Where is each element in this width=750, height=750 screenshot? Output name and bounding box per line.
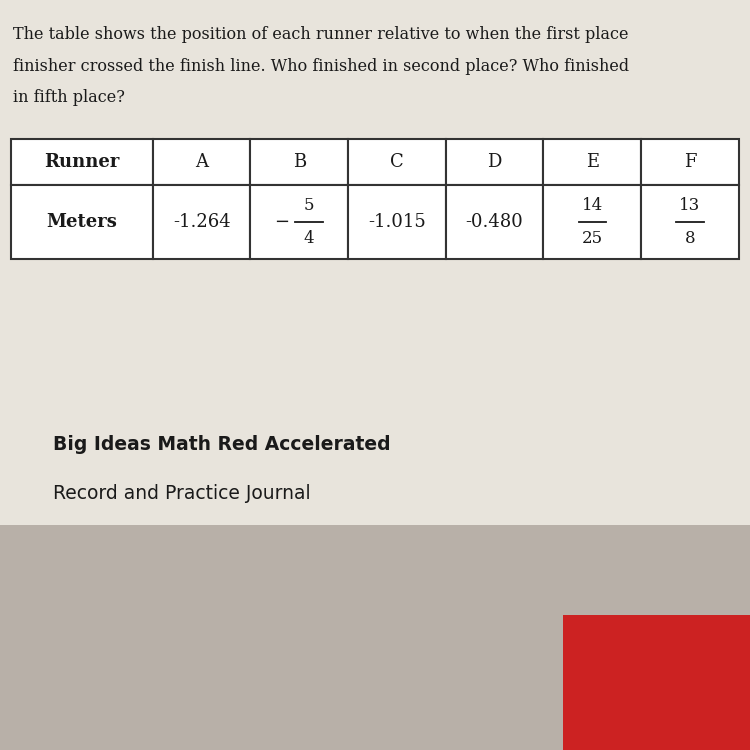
- Text: Record and Practice Journal: Record and Practice Journal: [53, 484, 310, 502]
- Bar: [348, 185, 445, 259]
- Bar: [153, 185, 251, 259]
- Text: 4: 4: [304, 230, 314, 247]
- Text: E: E: [586, 153, 598, 171]
- Bar: [446, 139, 544, 185]
- Bar: [251, 139, 348, 185]
- Text: Runner: Runner: [44, 153, 120, 171]
- Bar: [11, 185, 153, 259]
- Text: −: −: [274, 213, 290, 231]
- Bar: [11, 139, 153, 185]
- Text: finisher crossed the finish line. Who finished in second place? Who finished: finisher crossed the finish line. Who fi…: [13, 58, 630, 75]
- FancyBboxPatch shape: [0, 0, 750, 525]
- Text: The table shows the position of each runner relative to when the first place: The table shows the position of each run…: [13, 26, 629, 44]
- Text: Big Ideas Math Red Accelerated: Big Ideas Math Red Accelerated: [53, 435, 390, 454]
- Text: F: F: [684, 153, 696, 171]
- Text: C: C: [390, 153, 404, 171]
- Text: -1.264: -1.264: [172, 213, 230, 231]
- Bar: [641, 139, 739, 185]
- Text: -0.480: -0.480: [466, 213, 524, 231]
- Bar: [446, 185, 544, 259]
- Bar: [544, 185, 641, 259]
- Text: Meters: Meters: [46, 213, 118, 231]
- Text: 13: 13: [680, 197, 700, 214]
- Text: in fifth place?: in fifth place?: [13, 89, 125, 106]
- Bar: [348, 139, 445, 185]
- FancyBboxPatch shape: [562, 615, 750, 750]
- Text: -1.015: -1.015: [368, 213, 426, 231]
- Text: B: B: [292, 153, 306, 171]
- Bar: [641, 185, 739, 259]
- Bar: [544, 139, 641, 185]
- Text: 8: 8: [685, 230, 695, 247]
- Bar: [251, 185, 348, 259]
- Text: 14: 14: [582, 197, 603, 214]
- Text: A: A: [195, 153, 208, 171]
- Text: 25: 25: [582, 230, 603, 247]
- Bar: [153, 139, 251, 185]
- Text: D: D: [488, 153, 502, 171]
- Text: 5: 5: [304, 197, 314, 214]
